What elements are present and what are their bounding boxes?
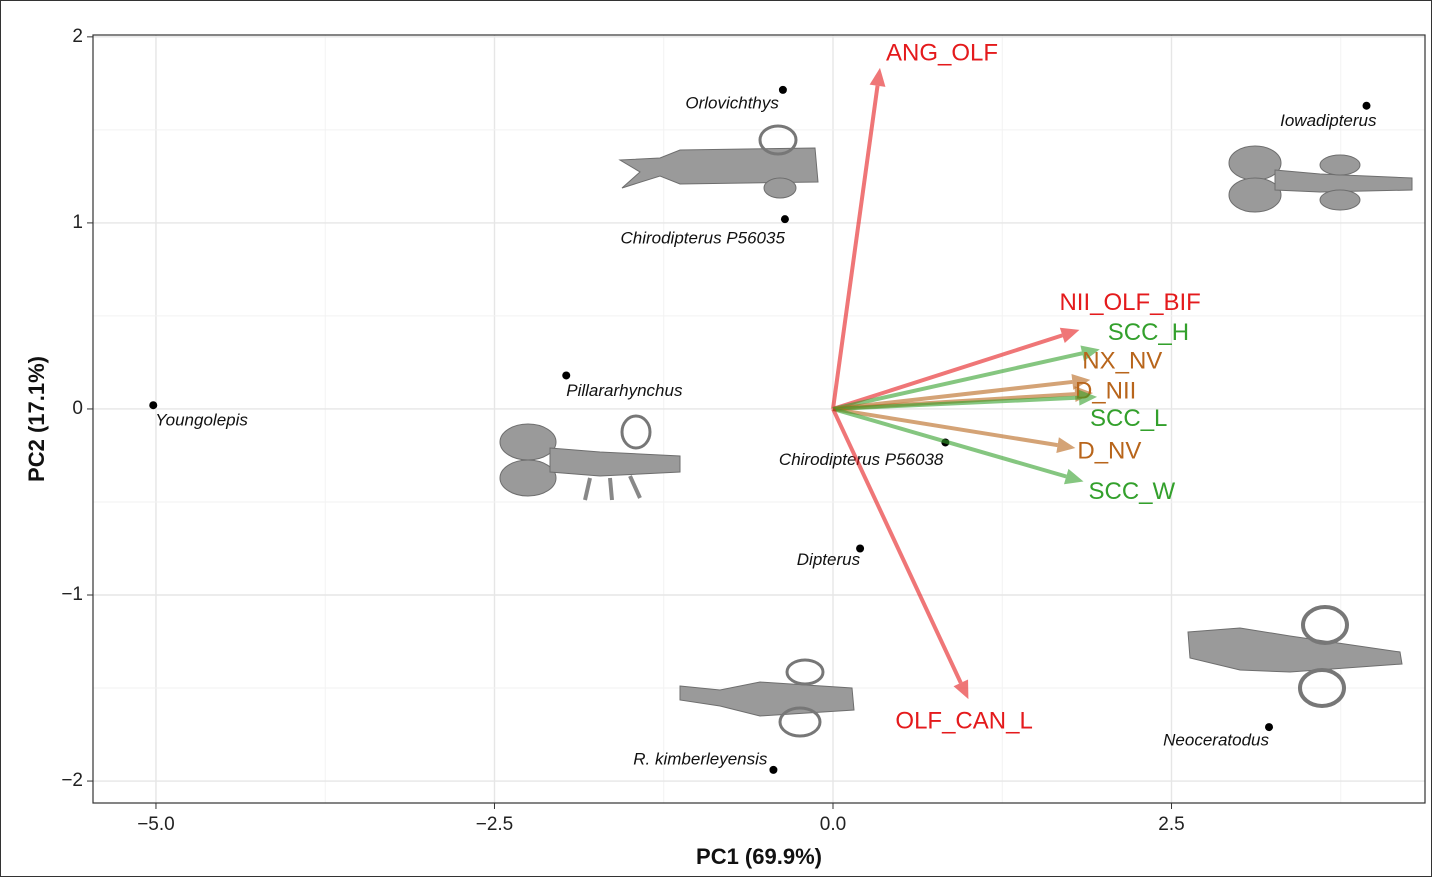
loading-arrowhead [1080, 345, 1100, 362]
grid [93, 35, 1425, 803]
loading-arrow [832, 406, 1058, 448]
y-tick-label: −2 [61, 770, 83, 791]
marks: Youngolepis Orlovichthys Chirodipterus P56… [149, 39, 1377, 774]
point [778, 85, 787, 94]
point-label: Youngolepis [155, 411, 248, 430]
x-axis-title: PC1 (69.9%) [696, 844, 822, 869]
loading-label: D_NV [1077, 437, 1141, 464]
point-label: Orlovichthys [685, 93, 779, 112]
loading-label: SCC_L [1090, 405, 1167, 432]
loading-arrowhead [1063, 468, 1084, 485]
point-label: Chirodipterus P56035 [620, 229, 785, 248]
loading-arrow [832, 379, 1073, 411]
brain-renders [499, 124, 1413, 738]
loading-label: ANG_OLF [886, 39, 998, 66]
loading-arrow [832, 333, 1063, 411]
point [1265, 723, 1274, 732]
loading-arrow [832, 351, 1083, 411]
y-tick-label: 0 [72, 398, 83, 419]
loading-arrowhead [1059, 327, 1080, 344]
point [780, 215, 789, 224]
loading-label: SCC_H [1108, 319, 1189, 346]
point-label: Pillararhynchus [566, 381, 683, 400]
loading-arrowhead [1078, 389, 1098, 406]
x-tick-label: 2.5 [1158, 814, 1184, 835]
x-tick-label: −5.0 [137, 814, 175, 835]
loading-arrow [832, 407, 1067, 479]
loading-arrow [831, 408, 963, 684]
point [149, 401, 158, 410]
point [769, 765, 778, 774]
plot-border [92, 34, 1426, 804]
loading-label: SCC_W [1089, 478, 1176, 505]
loading-arrow [832, 395, 1080, 411]
loading-label: OLF_CAN_L [895, 708, 1032, 735]
point-label: R. kimberleyensis [633, 749, 768, 768]
point-label: Chirodipterus P56038 [779, 450, 944, 469]
y-tick-label: 2 [72, 26, 83, 47]
point-label: Neoceratodus [1163, 731, 1269, 750]
point [856, 544, 865, 553]
point-label: Dipterus [797, 550, 861, 569]
loading-arrowhead [953, 679, 969, 700]
loading-arrowhead [869, 67, 886, 87]
y-axis-title: PC2 (17.1%) [24, 356, 49, 482]
point [1362, 101, 1371, 110]
brain-render [618, 124, 819, 199]
y-tick-label: 1 [72, 212, 83, 233]
brain-render [499, 414, 681, 501]
loading-label: NII_OLF_BIF [1059, 289, 1200, 316]
point-label: Iowadipterus [1280, 111, 1377, 130]
brain-render [1187, 605, 1403, 708]
x-tick-label: 0.0 [820, 814, 846, 835]
loading-arrowhead [1071, 373, 1091, 390]
x-tick-label: −2.5 [476, 814, 514, 835]
brain-render [679, 658, 855, 738]
loading-arrowhead [1056, 437, 1076, 454]
brain-render [1228, 145, 1413, 213]
loading-arrow [831, 85, 880, 410]
loading-label: NX_NV [1082, 347, 1162, 374]
point [562, 371, 571, 380]
y-tick-label: −1 [61, 584, 83, 605]
